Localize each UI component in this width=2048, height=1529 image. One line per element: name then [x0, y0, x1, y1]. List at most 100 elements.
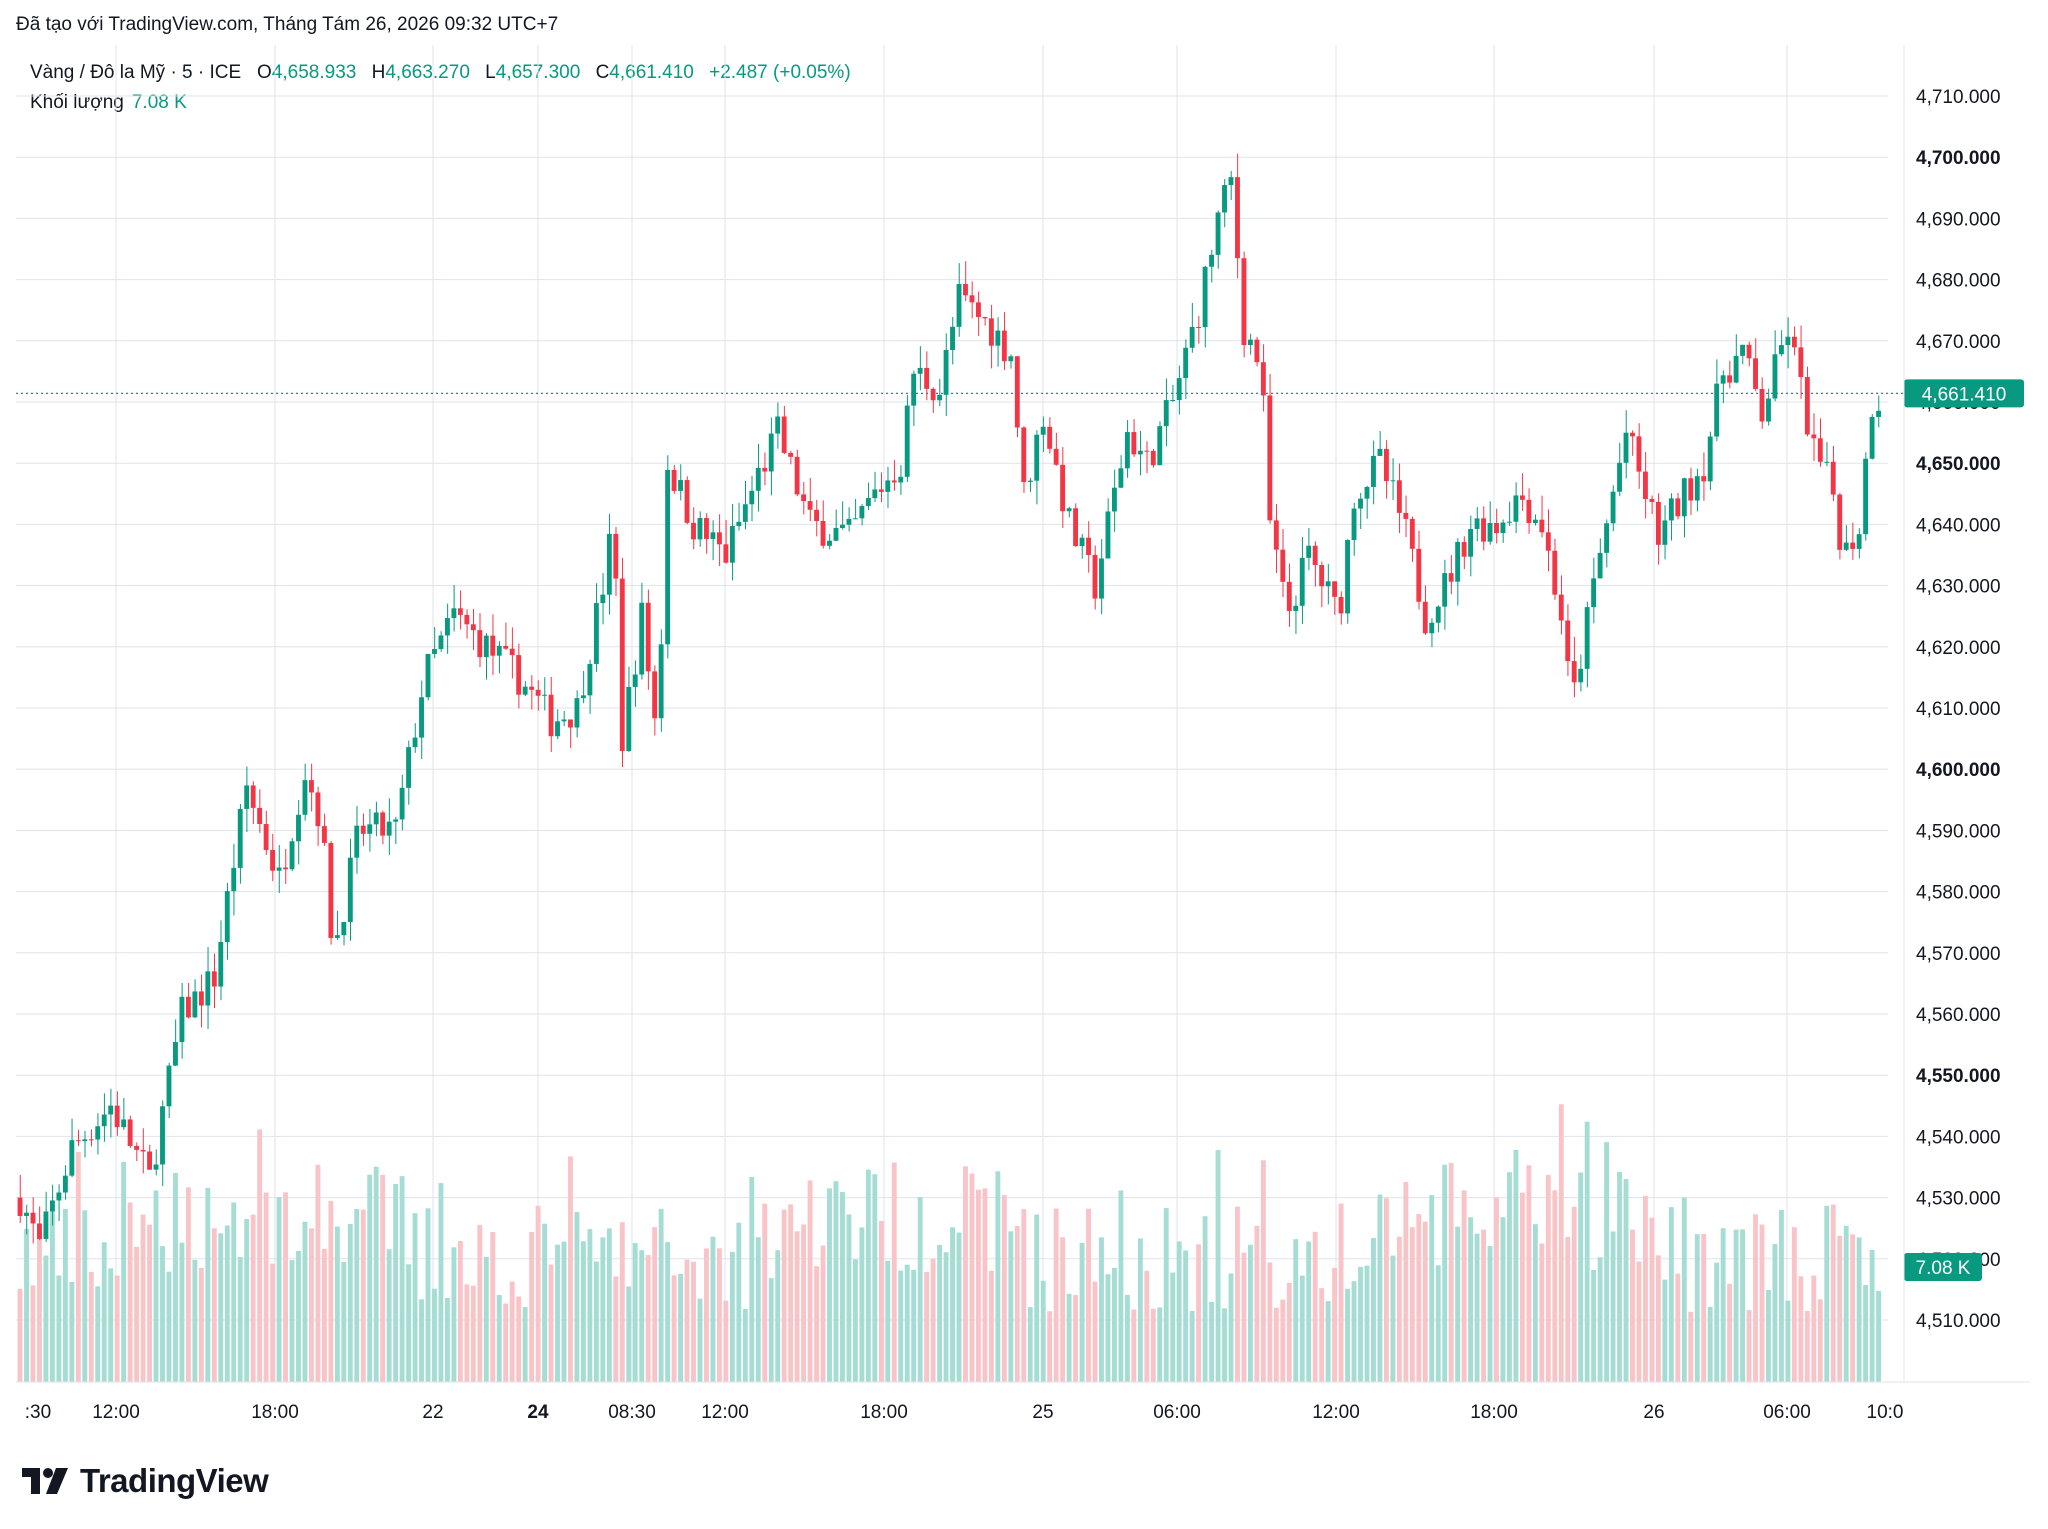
- candle-body: [224, 891, 230, 943]
- candle-body: [1545, 532, 1551, 551]
- volume-bar: [1727, 1283, 1733, 1382]
- candle-body: [198, 991, 204, 1006]
- symbol-label[interactable]: Vàng / Đô la Mỹ · 5 · ICE: [30, 62, 242, 83]
- volume-bar: [587, 1229, 593, 1382]
- candle-body: [1325, 581, 1331, 587]
- candle-body: [1746, 344, 1752, 359]
- volume-bar: [490, 1232, 496, 1382]
- volume-bar: [432, 1288, 437, 1382]
- candle-body: [1876, 410, 1881, 417]
- volume-bar: [801, 1224, 807, 1382]
- candle-body: [704, 518, 709, 539]
- candle-body: [1662, 520, 1668, 545]
- time-axis[interactable]: :30 12:00 18:00 22 24 08:30 12:00 18:00 25 06:00 1…: [25, 1402, 1904, 1420]
- candle-body: [917, 367, 923, 374]
- volume-bar: [859, 1227, 865, 1382]
- candle-body: [1850, 542, 1856, 549]
- volume-bar: [1630, 1229, 1635, 1382]
- candle-body: [1526, 499, 1532, 524]
- candle-body: [872, 489, 878, 499]
- volume-bar: [75, 1152, 81, 1382]
- candle-body: [1202, 266, 1208, 328]
- candle-body: [1519, 495, 1525, 500]
- open-value: 4,658.933: [271, 62, 357, 83]
- volume-bar: [263, 1192, 269, 1382]
- price-tick-label: 4,640.000: [1916, 515, 2001, 536]
- price-tick-label: 4,700.000: [1916, 148, 2001, 169]
- candle-body: [147, 1151, 152, 1170]
- volume-bar: [173, 1172, 178, 1382]
- volume-bar: [88, 1271, 94, 1382]
- volume-bar: [1701, 1234, 1707, 1382]
- candle-body: [17, 1197, 23, 1216]
- volume-bar: [1111, 1267, 1117, 1382]
- volume-bar: [1759, 1224, 1765, 1382]
- volume-bar: [658, 1208, 664, 1382]
- volume-tag: [1904, 1253, 1982, 1281]
- candle-body: [619, 578, 625, 751]
- candle-body: [179, 996, 185, 1043]
- candle-body: [1053, 448, 1059, 465]
- candle-body: [1027, 480, 1033, 483]
- volume-bar: [684, 1259, 690, 1382]
- volume-bar: [121, 1161, 127, 1382]
- candle-body: [794, 456, 800, 495]
- volume-bar: [276, 1197, 282, 1382]
- price-tick-label: 4,710.000: [1916, 87, 2001, 108]
- candle-body: [1403, 512, 1409, 519]
- volume-bar: [1746, 1310, 1752, 1382]
- candle-body: [419, 697, 424, 738]
- volume-bar: [626, 1286, 632, 1382]
- volume-bar: [1053, 1208, 1059, 1382]
- volume-bar: [147, 1224, 152, 1382]
- time-tick-label: 24: [527, 1402, 549, 1420]
- candle-body: [846, 518, 852, 525]
- volume-bar: [1189, 1311, 1195, 1382]
- volume-bar: [995, 1171, 1001, 1382]
- volume-bar: [179, 1242, 185, 1382]
- tradingview-logo[interactable]: TradingView: [20, 1462, 269, 1500]
- candle-body: [406, 747, 412, 788]
- candle-body: [1811, 434, 1817, 439]
- volume-bar: [1215, 1150, 1221, 1382]
- volume-bar: [1338, 1203, 1344, 1382]
- candle-body: [1507, 521, 1512, 523]
- candle-body: [211, 971, 217, 987]
- price-tick-label: 4,580.000: [1916, 883, 2001, 904]
- candle-body: [341, 922, 347, 936]
- volume-bar: [872, 1174, 878, 1382]
- volume-bar: [406, 1264, 412, 1382]
- candle-body: [833, 527, 839, 541]
- candle-body: [885, 480, 891, 492]
- volume-bar: [451, 1247, 457, 1382]
- volume-bar: [904, 1264, 910, 1382]
- ohlc-row: Vàng / Đô la Mỹ · 5 · ICE O4,658.933 H4,…: [30, 58, 851, 88]
- price-chart[interactable]: 4,510.0004,520.0004,530.0004,540.0004,55…: [0, 0, 2048, 1420]
- volume-bar: [1461, 1190, 1467, 1382]
- volume-bar: [1675, 1273, 1681, 1382]
- candle-body: [1267, 395, 1273, 521]
- candle-body: [1630, 432, 1635, 437]
- candle-body: [697, 518, 703, 540]
- volume-bar: [1273, 1307, 1279, 1382]
- volume-bar: [296, 1250, 301, 1382]
- volume-label[interactable]: Khối lượng: [30, 92, 124, 113]
- candle-body: [606, 533, 612, 595]
- volume-bar: [516, 1296, 522, 1382]
- candle-body: [1778, 345, 1784, 355]
- candle-body: [503, 645, 509, 649]
- volume-bar: [1778, 1210, 1784, 1382]
- candle-body: [1578, 668, 1584, 683]
- volume-bar: [1086, 1208, 1091, 1382]
- candle-body: [1150, 450, 1156, 466]
- volume-bar: [606, 1228, 612, 1382]
- price-axis[interactable]: 4,510.0004,520.0004,530.0004,540.0004,55…: [1916, 87, 2001, 1332]
- volume-bar: [1144, 1270, 1150, 1382]
- candle-body: [88, 1139, 94, 1141]
- time-tick-label: 08:30: [608, 1402, 656, 1420]
- candle-body: [1312, 545, 1318, 565]
- candle-body: [425, 653, 431, 698]
- volume-bar: [1377, 1194, 1383, 1382]
- candle-body: [749, 490, 755, 505]
- candle-body: [328, 842, 334, 938]
